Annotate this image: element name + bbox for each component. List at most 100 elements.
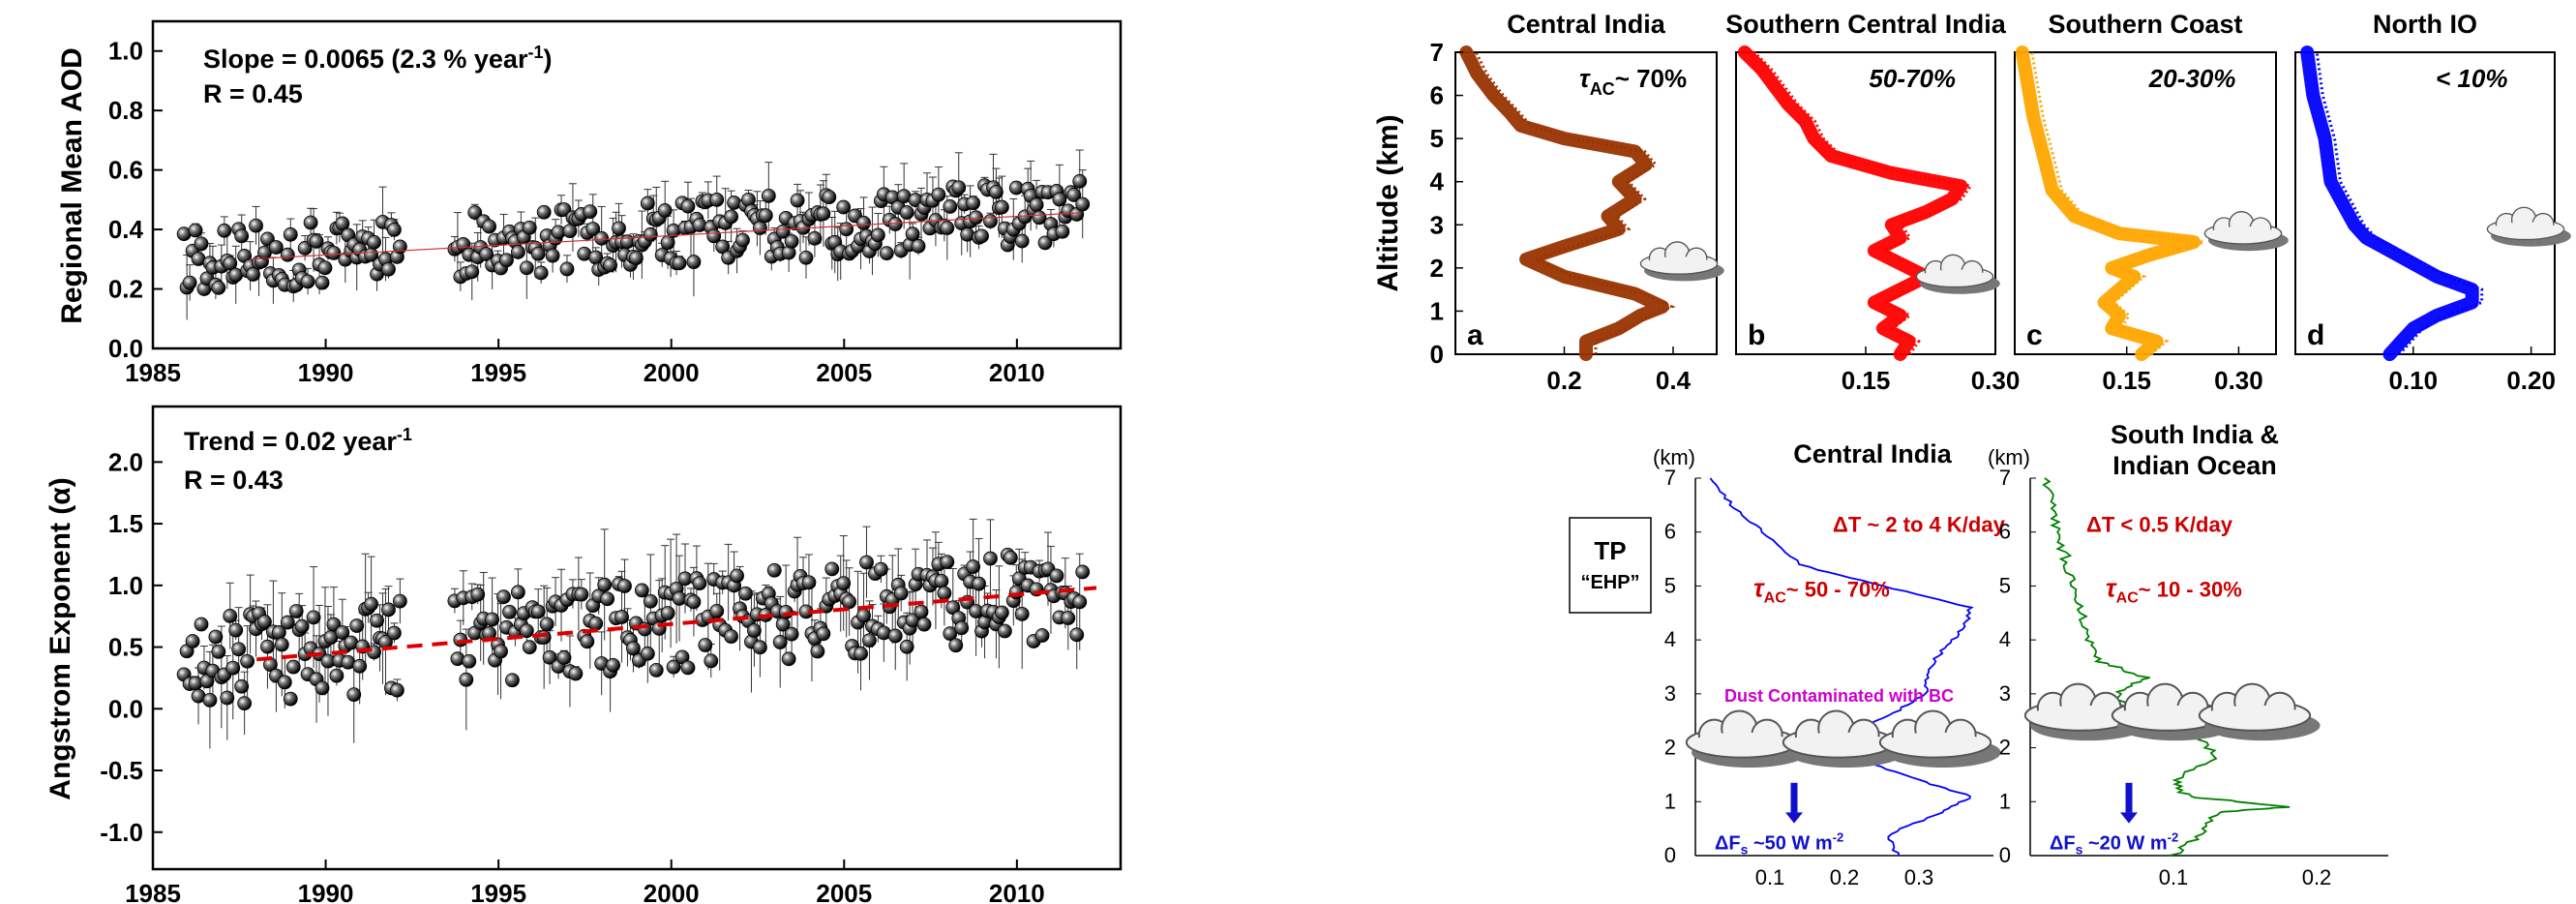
- cloud-fill: [2117, 705, 2218, 729]
- angstrom-data-point: [462, 653, 477, 669]
- aod-data-point: [735, 232, 750, 248]
- tau-value: ~ 10 - 30%: [2139, 578, 2242, 602]
- angstrom-data-point: [854, 646, 868, 661]
- panel-letter: c: [2026, 319, 2043, 351]
- y-tick-label: 5: [1664, 573, 1676, 597]
- aod-data-point: [724, 209, 739, 225]
- aod-data-point: [1037, 235, 1053, 251]
- aod-data-point: [836, 199, 852, 215]
- subplot-title: South India &: [2111, 420, 2279, 449]
- angstrom-data-point: [496, 589, 511, 605]
- aod-data-point: [562, 224, 578, 239]
- altitude-y-axis-label: Altitude (km): [1372, 114, 1404, 291]
- angstrom-data-point: [346, 687, 362, 703]
- angstrom-data-point: [294, 618, 310, 634]
- angstrom-data-point: [202, 692, 218, 708]
- angstrom-data-point: [1069, 627, 1085, 643]
- aod-slope-label: Slope = 0.0065 (2.3 % year-1): [203, 43, 552, 74]
- aod-data-point: [545, 248, 560, 263]
- angstrom-x-tick-label: 1985: [125, 879, 181, 904]
- aod-data-point: [686, 255, 702, 269]
- aod-data-point: [467, 205, 483, 220]
- flux-label: ΔFs ~20 W m-2: [2050, 829, 2178, 857]
- aod-trend-line: [249, 212, 1080, 260]
- angstrom-data-point: [536, 630, 552, 645]
- aod-data-point: [594, 230, 610, 246]
- profile-line: [1709, 477, 1974, 857]
- angstrom-data-point: [530, 604, 546, 619]
- angstrom-data-point: [934, 573, 949, 588]
- angstrom-data-point: [588, 616, 604, 631]
- angstrom-x-tick-label: 2010: [989, 879, 1045, 904]
- angstrom-x-tick-label: 1995: [470, 879, 526, 904]
- aod-data-points: [176, 149, 1091, 320]
- angstrom-data-point: [240, 653, 255, 669]
- annotation-text: ~ 70%: [1615, 64, 1687, 93]
- cloud-icon: [2203, 211, 2289, 252]
- flux-subscript: s: [2076, 841, 2083, 857]
- y-tick-label: 2: [1664, 736, 1676, 760]
- angstrom-data-point: [185, 634, 200, 648]
- aod-data-point: [989, 184, 1003, 199]
- y-tick-label: 5: [1999, 573, 2011, 597]
- aod-data-point: [317, 260, 333, 276]
- angstrom-data-point: [237, 696, 253, 711]
- angstrom-data-point: [349, 618, 365, 633]
- tau-label: τAC~ 10 - 30%: [2106, 574, 2242, 607]
- x-tick-label: 0.30: [1971, 366, 2021, 395]
- subplot-title: Indian Ocean: [2112, 451, 2277, 480]
- angstrom-data-point: [709, 603, 725, 618]
- angstrom-trend-line: [255, 586, 1097, 662]
- angstrom-data-point: [370, 613, 384, 628]
- angstrom-data-point: [274, 637, 289, 652]
- aod-data-point: [752, 221, 767, 235]
- aod-data-point: [940, 221, 955, 235]
- angstrom-data-point: [288, 604, 304, 618]
- angstrom-data-point: [580, 634, 595, 649]
- y-tick-label: 6: [1430, 81, 1444, 110]
- angstrom-data-point: [983, 551, 998, 566]
- heating-subplots: (km) 0 1 2 3 4 5 6 7 0.1 0.2 0.3 Central India ΔT ~ 2…: [1653, 420, 2388, 889]
- angstrom-data-point: [899, 639, 914, 654]
- aod-data-point: [1055, 224, 1070, 239]
- x-tick-label: 0.2: [1830, 865, 1860, 889]
- y-tick-label: 4: [1999, 627, 2011, 651]
- cloud-segment: [2198, 682, 2321, 741]
- angstrom-data-point: [640, 646, 655, 661]
- aod-data-point: [931, 187, 946, 202]
- angstrom-data-point: [389, 682, 404, 698]
- x-tick-label: 0.10: [2389, 366, 2439, 395]
- angstrom-data-point: [225, 660, 241, 676]
- angstrom-data-point: [772, 635, 788, 649]
- aod-data-point: [657, 203, 673, 218]
- altitude-subplot: North IO 0.10 0.20 d < 10%: [2294, 10, 2571, 395]
- angstrom-data-point: [1034, 628, 1050, 643]
- ehp-label: “EHP”: [1580, 572, 1639, 593]
- cloud-icon: [1639, 241, 1724, 282]
- angstrom-data-point: [386, 625, 402, 641]
- cloud-fill: [2204, 705, 2305, 729]
- tp-box: [1569, 517, 1652, 614]
- y-tick-label: 1: [1999, 789, 2011, 813]
- x-tick-label: 0.15: [2102, 366, 2151, 395]
- aod-data-point: [303, 215, 318, 230]
- angstrom-data-point: [626, 641, 641, 656]
- angstrom-data-point: [781, 651, 796, 667]
- angstrom-data-point: [887, 628, 903, 644]
- cloud-fill: [1644, 256, 1714, 273]
- aod-x-tick-label: 1995: [470, 358, 526, 387]
- subplot-title: Southern Central India: [1725, 10, 2007, 39]
- altitude-subplot: Central India 0.2 0.4 a τAC~ 70%: [1454, 10, 1724, 395]
- angstrom-data-point: [367, 645, 381, 660]
- subplot-title: Central India: [1507, 10, 1666, 39]
- y-tick-label: 7: [1999, 466, 2011, 490]
- aod-data-point: [530, 246, 546, 261]
- angstrom-data-point: [634, 583, 649, 598]
- y-tick-label: 0: [1664, 843, 1676, 867]
- angstrom-data-point: [364, 596, 379, 612]
- annotation-text: τ: [1579, 64, 1591, 93]
- angstrom-y-tick-label: 0.5: [108, 633, 143, 662]
- angstrom-data-point: [614, 610, 629, 624]
- cloud-fill: [1692, 732, 1792, 755]
- x-tick-label: 0.4: [1656, 366, 1692, 395]
